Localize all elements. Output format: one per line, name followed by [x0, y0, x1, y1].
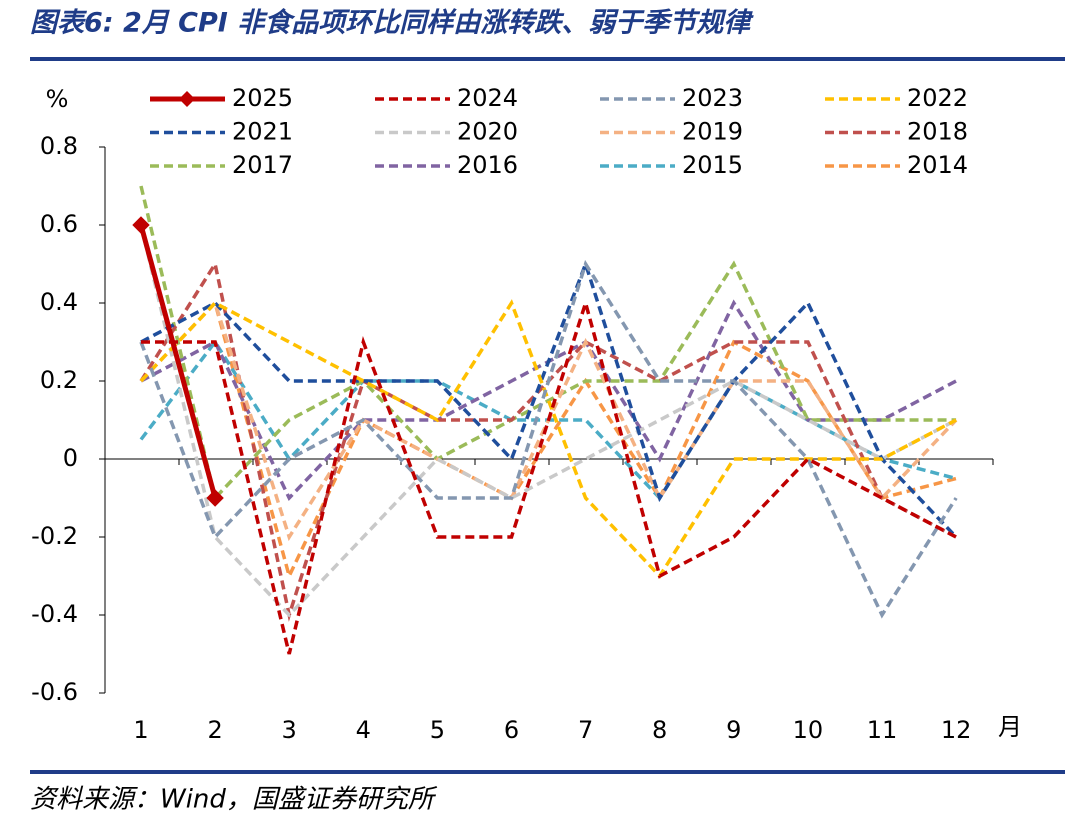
source: 资料来源：Wind，国盛证券研究所: [30, 785, 438, 815]
marker: [132, 216, 150, 234]
series-line: [140, 258, 958, 539]
y-axis-label: %: [46, 85, 69, 113]
series-line: [139, 299, 957, 579]
x-tick-label: 12: [941, 716, 972, 744]
legend-label: 2014: [907, 151, 968, 179]
series-line: [139, 299, 957, 582]
series-line: [139, 185, 957, 502]
title: 图表6: 2月 CPI 非食品项环比同样由涨转跌、弱于季节规律: [30, 8, 754, 39]
y-tick-label: 0.4: [40, 288, 78, 316]
legend-label: 2021: [232, 118, 293, 146]
legend-label: 2019: [682, 118, 743, 146]
y-tick-label: 0.8: [40, 132, 78, 160]
x-tick-label: 10: [793, 716, 824, 744]
x-tick-label: 3: [282, 716, 297, 744]
legend-label: 2016: [457, 151, 518, 179]
marker: [206, 489, 224, 507]
y-tick-label: -0.4: [31, 600, 78, 628]
x-tick-label: 11: [867, 716, 898, 744]
y-tick-label: 0.6: [40, 210, 78, 238]
x-tick-label: 8: [652, 716, 667, 744]
legend-label: 2024: [457, 84, 518, 112]
x-tick-label: 9: [726, 716, 741, 744]
legend-label: 2022: [907, 84, 968, 112]
x-tick-label: 1: [133, 716, 148, 744]
title-rule: [30, 57, 1065, 61]
x-tick-label: 7: [578, 716, 593, 744]
source-rule: [30, 770, 1065, 774]
x-axis-label: 月: [998, 713, 1022, 741]
x-tick-label: 5: [430, 716, 445, 744]
x-tick-label: 4: [356, 716, 371, 744]
y-tick-label: -0.6: [31, 678, 78, 706]
y-tick-label: 0.2: [40, 366, 78, 394]
x-tick-label: 2: [207, 716, 222, 744]
legend-label: 2020: [457, 118, 518, 146]
series-line: [138, 224, 218, 499]
legend-label: 2017: [232, 151, 293, 179]
series-line: [141, 296, 957, 655]
x-tick-label: 6: [504, 716, 519, 744]
legend-label: 2018: [907, 118, 968, 146]
y-tick-label: 0: [63, 444, 78, 472]
legend-label: 2015: [682, 151, 743, 179]
y-tick-label: -0.2: [31, 522, 78, 550]
legend-label: 2023: [682, 84, 743, 112]
series-line: [139, 259, 958, 619]
legend-label: 2025: [232, 84, 293, 112]
legend-marker: [179, 91, 195, 107]
